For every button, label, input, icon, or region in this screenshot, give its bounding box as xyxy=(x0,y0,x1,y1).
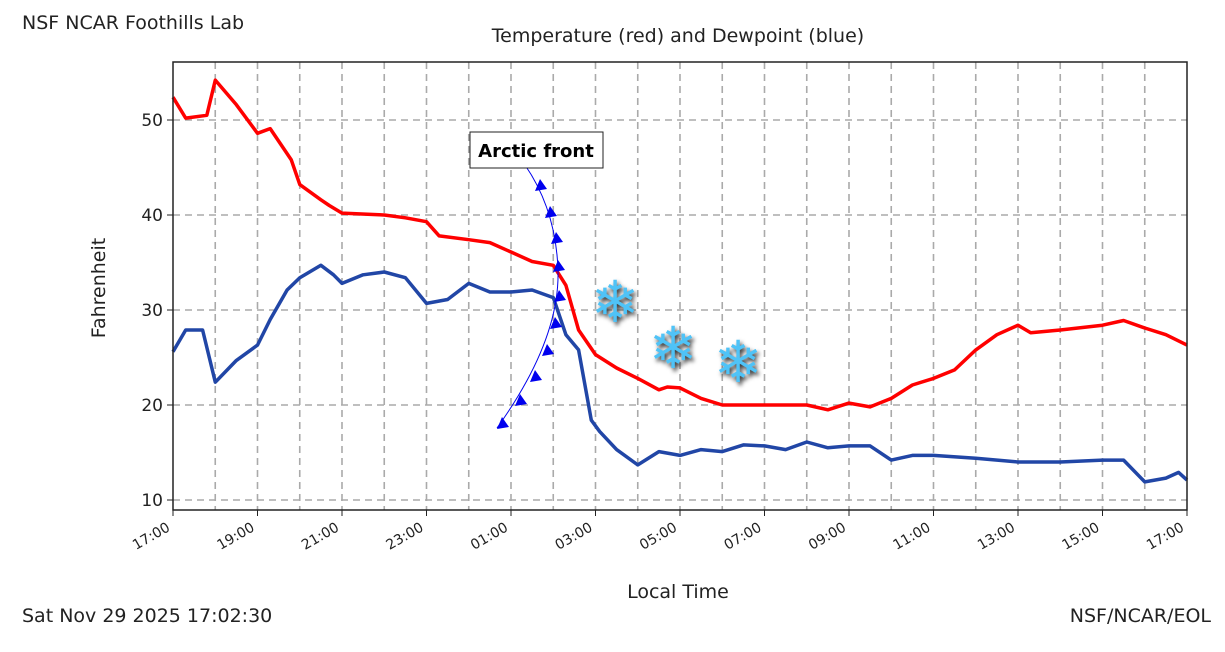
front-triangle-icon xyxy=(515,394,527,406)
front-line xyxy=(496,164,559,429)
temperature-line xyxy=(171,78,1188,412)
x-tick-label: 01:00 xyxy=(468,520,511,554)
timestamp: Sat Nov 29 2025 17:02:30 xyxy=(22,605,273,627)
front-triangle-icon xyxy=(497,417,509,429)
y-tick-label: 30 xyxy=(141,301,163,321)
x-tick-label: 09:00 xyxy=(806,520,849,554)
dewpoint-line xyxy=(171,263,1189,484)
x-axis-label: Local Time xyxy=(627,581,729,603)
front-triangle-icon xyxy=(550,317,562,329)
y-tick-label: 10 xyxy=(141,491,163,511)
y-tick-label: 40 xyxy=(141,206,163,226)
x-tick-label: 17:00 xyxy=(1144,520,1187,554)
y-tick-label: 20 xyxy=(141,396,163,416)
chart-title: Temperature (red) and Dewpoint (blue) xyxy=(491,25,864,47)
snowflake-icon: ❄ xyxy=(591,268,640,336)
y-tick-label: 50 xyxy=(141,111,163,131)
credit: NSF/NCAR/EOL xyxy=(1069,605,1211,627)
station-name: NSF NCAR Foothills Lab xyxy=(22,12,245,34)
x-tick-label: 19:00 xyxy=(215,520,258,554)
x-tick-label: 11:00 xyxy=(891,520,934,554)
x-tick-label: 03:00 xyxy=(553,520,596,554)
x-tick-label: 21:00 xyxy=(299,520,342,554)
y-axis-label: Fahrenheit xyxy=(88,238,110,338)
front-triangle-icon xyxy=(545,206,557,218)
x-tick-label: 07:00 xyxy=(722,520,765,554)
front-label: Arctic front xyxy=(478,141,594,162)
front-triangle-icon xyxy=(554,290,566,302)
snowflake-icon: ❄ xyxy=(649,314,698,382)
snowflake-icon: ❄ xyxy=(714,328,763,396)
front-triangle-icon xyxy=(530,370,542,382)
x-tick-label: 17:00 xyxy=(130,520,173,554)
front-triangle-icon xyxy=(535,179,547,191)
x-tick-label: 05:00 xyxy=(637,520,680,554)
arctic-front xyxy=(496,164,566,429)
front-triangle-icon xyxy=(553,260,565,272)
front-triangle-icon xyxy=(551,232,563,244)
front-label-box xyxy=(469,131,604,169)
front-triangle-icon xyxy=(542,344,554,356)
x-tick-label: 15:00 xyxy=(1060,520,1103,554)
x-tick-label: 23:00 xyxy=(384,520,427,554)
plot-frame xyxy=(172,61,1188,511)
x-tick-label: 13:00 xyxy=(975,520,1018,554)
